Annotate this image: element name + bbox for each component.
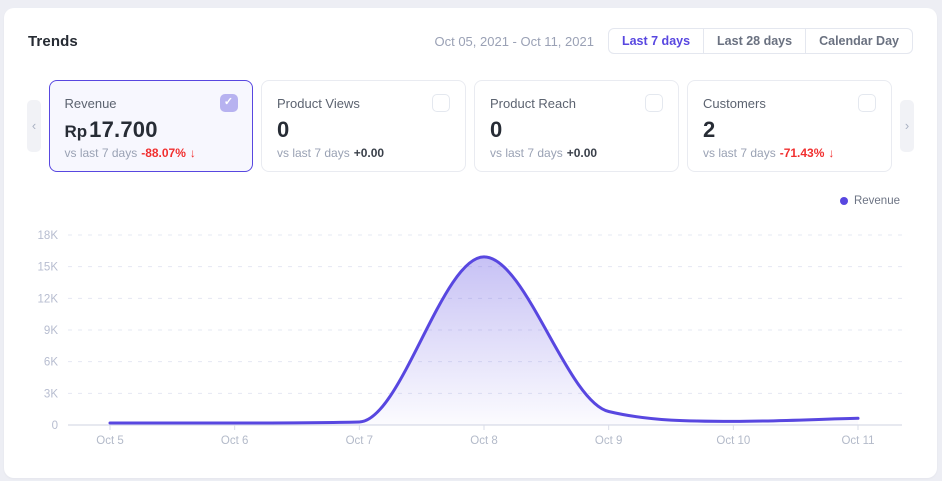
metric-card-product-reach[interactable]: Product Reach 0 vs last 7 days +0.00 xyxy=(474,80,679,172)
metric-comparison: vs last 7 days +0.00 xyxy=(277,146,385,160)
metric-card-customers[interactable]: Customers 2 vs last 7 days -71.43% ↓ xyxy=(687,80,892,172)
carousel-next-button[interactable]: › xyxy=(900,100,914,152)
trends-panel: Trends Oct 05, 2021 - Oct 11, 2021 Last … xyxy=(4,8,937,478)
revenue-area-fill xyxy=(110,256,858,425)
range-button-group: Last 7 days Last 28 days Calendar Day xyxy=(607,28,913,54)
delta-value: -71.43% xyxy=(779,146,825,160)
delta-value: -88.07% xyxy=(141,145,186,160)
product-views-checkbox[interactable] xyxy=(432,94,450,112)
delta-value: +0.00 xyxy=(353,146,385,160)
metric-card-product-views[interactable]: Product Views 0 vs last 7 days +0.00 xyxy=(261,80,466,172)
x-axis-tick-label: Oct 6 xyxy=(221,435,248,447)
x-axis-tick-label: Oct 10 xyxy=(716,435,750,447)
metric-title: Customers xyxy=(703,96,766,111)
metric-title: Revenue xyxy=(64,95,117,111)
y-axis-tick-label: 9K xyxy=(44,325,58,337)
y-axis-tick-label: 3K xyxy=(44,388,58,400)
metric-comparison: vs last 7 days -88.07% ↓ xyxy=(64,145,196,160)
x-axis-tick-label: Oct 8 xyxy=(470,435,497,447)
range-button-calendar-day[interactable]: Calendar Day xyxy=(805,28,913,54)
x-axis-tick-label: Oct 5 xyxy=(96,435,123,447)
carousel-prev-button[interactable]: ‹ xyxy=(27,100,41,152)
metric-title: Product Reach xyxy=(490,96,576,111)
y-axis-tick-label: 6K xyxy=(44,357,58,369)
customers-checkbox[interactable] xyxy=(858,94,876,112)
trend-chart[interactable]: 0 3K 6K 9K 12K 15K 18K Oct 5 Oct 6 Oct 7 Oct 8 Oct … xyxy=(6,223,916,455)
metric-value: 0 xyxy=(490,117,503,142)
x-axis-tick-label: Oct 7 xyxy=(346,435,373,447)
y-axis-tick-label: 15K xyxy=(38,262,59,274)
currency-prefix: Rp xyxy=(64,121,88,141)
metric-value: 2 xyxy=(703,117,716,142)
product-reach-checkbox[interactable] xyxy=(645,94,663,112)
metric-card-revenue[interactable]: Revenue ✓ Rp 17.700 vs last 7 days -88.0… xyxy=(49,80,253,172)
legend-item-revenue[interactable]: Revenue xyxy=(839,195,900,207)
y-axis-tick-label: 12K xyxy=(38,293,59,305)
check-icon: ✓ xyxy=(223,96,234,108)
range-button-last-28-days[interactable]: Last 28 days xyxy=(703,28,807,54)
header: Trends Oct 05, 2021 - Oct 11, 2021 Last … xyxy=(4,28,937,54)
range-button-last-7-days[interactable]: Last 7 days xyxy=(607,28,705,54)
metric-title: Product Views xyxy=(277,96,360,111)
chevron-left-icon: ‹ xyxy=(31,118,37,133)
y-axis-tick-label: 18K xyxy=(38,230,59,242)
header-controls: Oct 05, 2021 - Oct 11, 2021 Last 7 days … xyxy=(434,28,913,54)
metric-value: Rp 17.700 xyxy=(64,116,158,142)
legend-dot-icon xyxy=(839,197,848,205)
y-axis-tick-label: 0 xyxy=(52,420,58,432)
metric-comparison: vs last 7 days +0.00 xyxy=(490,146,598,160)
page-title: Trends xyxy=(28,32,78,50)
metric-comparison: vs last 7 days -71.43% ↓ xyxy=(703,146,835,160)
delta-value: +0.00 xyxy=(566,146,598,160)
x-axis-tick-label: Oct 11 xyxy=(841,435,874,447)
trend-chart-svg[interactable]: 0 3K 6K 9K 12K 15K 18K Oct 5 Oct 6 Oct 7 Oct 8 Oct … xyxy=(6,223,916,455)
revenue-checkbox[interactable]: ✓ xyxy=(219,93,238,112)
arrow-down-icon: ↓ xyxy=(828,146,835,160)
metric-cards-carousel: ‹ Revenue ✓ Rp 17.700 vs last 7 days -88… xyxy=(4,80,937,172)
x-axis-tick-label: Oct 9 xyxy=(595,435,622,447)
chevron-right-icon: › xyxy=(904,118,910,133)
date-range-label: Oct 05, 2021 - Oct 11, 2021 xyxy=(434,33,594,49)
arrow-down-icon: ↓ xyxy=(189,145,196,160)
metric-value: 0 xyxy=(277,117,290,142)
revenue-line xyxy=(108,255,860,425)
chart-legend: Revenue xyxy=(4,195,900,207)
